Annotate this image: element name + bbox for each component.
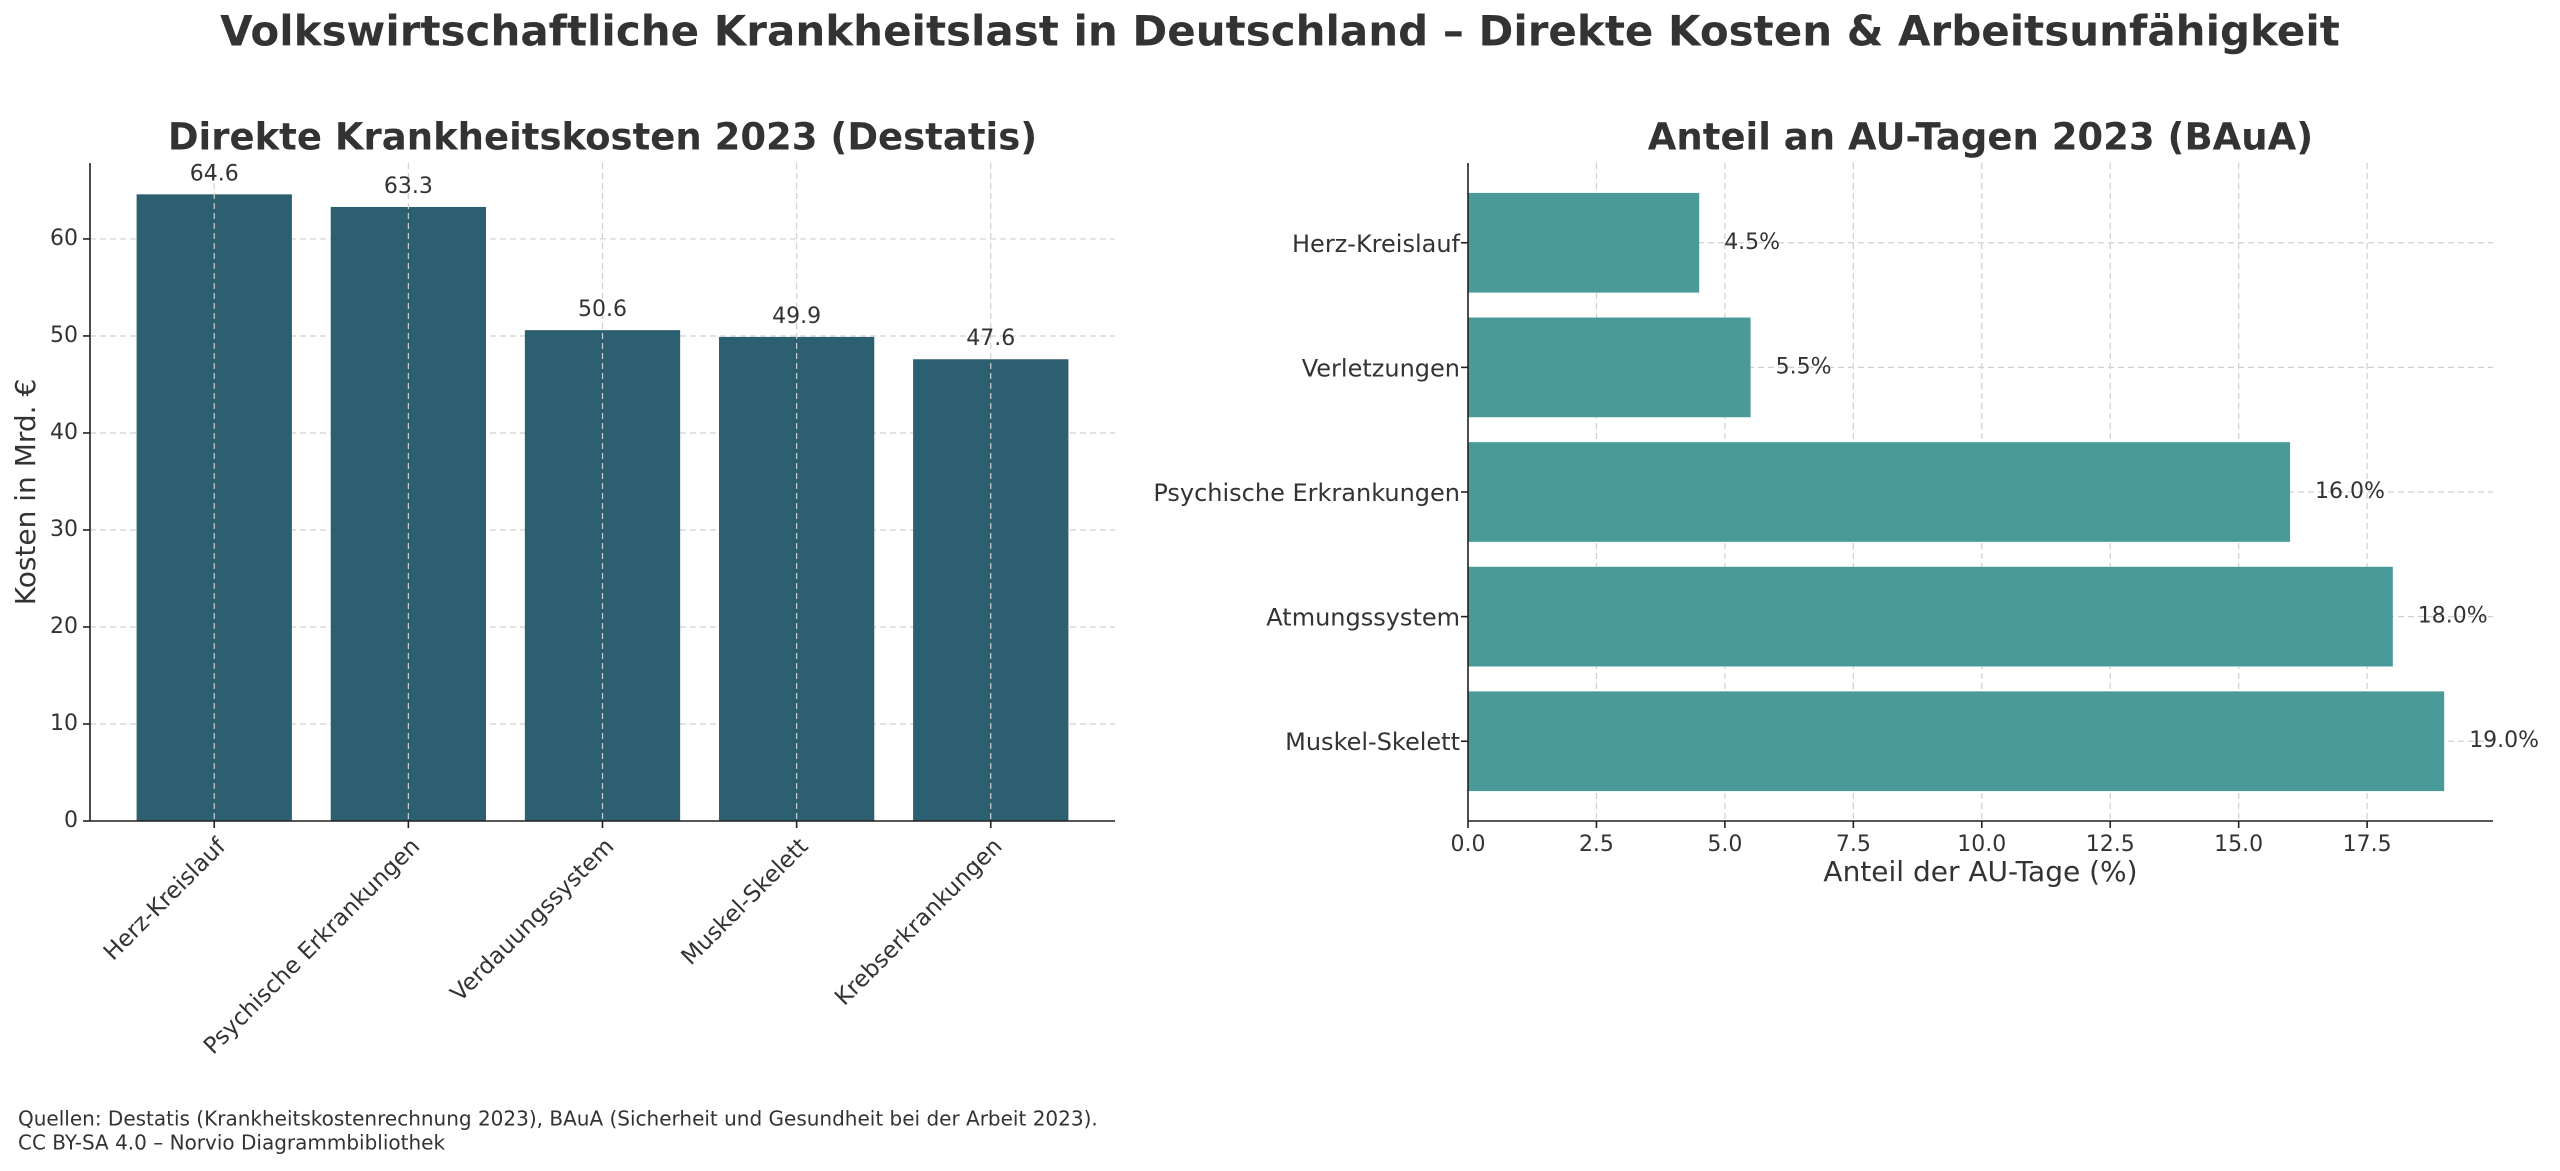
y-tick-label: Muskel-Skelett (1285, 728, 1460, 756)
x-tick-label: 0.0 (1451, 832, 1486, 857)
x-tick-label: 10.0 (1957, 832, 2006, 857)
x-tick-label: 17.5 (2343, 832, 2392, 857)
x-tick-label: 15.0 (2214, 832, 2263, 857)
value-label: 47.6 (966, 326, 1015, 351)
y-tick-label: 20 (50, 614, 78, 639)
y-tick-label: 10 (50, 711, 78, 736)
x-tick-label: Psychische Erkrankungen (199, 833, 425, 1059)
chart-title: Anteil an AU-Tagen 2023 (BAuA) (1648, 116, 2313, 159)
chart-title: Direkte Krankheitskosten 2023 (Destatis) (168, 116, 1037, 159)
y-tick-label: Atmungssystem (1266, 604, 1460, 632)
y-tick-label: 0 (64, 808, 78, 833)
value-label: 4.5% (1724, 230, 1780, 255)
y-tick-label: Psychische Erkrankungen (1153, 479, 1460, 507)
y-tick-label: 50 (50, 323, 78, 348)
value-label: 5.5% (1776, 354, 1832, 379)
x-tick-label: 5.0 (1707, 832, 1742, 857)
y-tick-label: 60 (50, 226, 78, 251)
x-axis-label: Anteil der AU-Tage (%) (1823, 855, 2137, 888)
x-tick-label: 12.5 (2086, 832, 2135, 857)
value-label: 16.0% (2315, 479, 2385, 504)
bar (1468, 442, 2291, 542)
x-tick-label: 7.5 (1836, 832, 1871, 857)
value-label: 19.0% (2469, 728, 2539, 753)
value-label: 64.6 (190, 161, 239, 186)
license-note: CC BY-SA 4.0 – Norvio Diagrammbibliothek (18, 1131, 445, 1155)
x-tick-label: Muskel-Skelett (677, 833, 814, 970)
bar (1468, 192, 1700, 293)
value-label: 49.9 (772, 304, 821, 329)
value-label: 18.0% (2418, 604, 2488, 629)
x-tick-label: Verdauungssystem (446, 833, 619, 1006)
main-title: Volkswirtschaftliche Krankheitslast in D… (220, 7, 2340, 56)
bar (1468, 691, 2445, 792)
x-tick-label: Krebserkrankungen (830, 833, 1007, 1010)
y-tick-label: Verletzungen (1302, 354, 1460, 382)
x-tick-label: Herz-Kreislauf (99, 833, 232, 966)
value-label: 50.6 (578, 297, 627, 322)
source-note: Quellen: Destatis (Krankheitskostenrechn… (18, 1107, 1098, 1131)
y-axis-label: Kosten in Mrd. € (9, 379, 42, 606)
y-tick-label: Herz-Kreislauf (1292, 230, 1461, 258)
bar (1468, 317, 1751, 418)
y-tick-label: 40 (50, 420, 78, 445)
bar (1468, 566, 2393, 667)
x-tick-label: 2.5 (1579, 832, 1614, 857)
value-label: 63.3 (384, 174, 433, 199)
y-tick-label: 30 (50, 517, 78, 542)
